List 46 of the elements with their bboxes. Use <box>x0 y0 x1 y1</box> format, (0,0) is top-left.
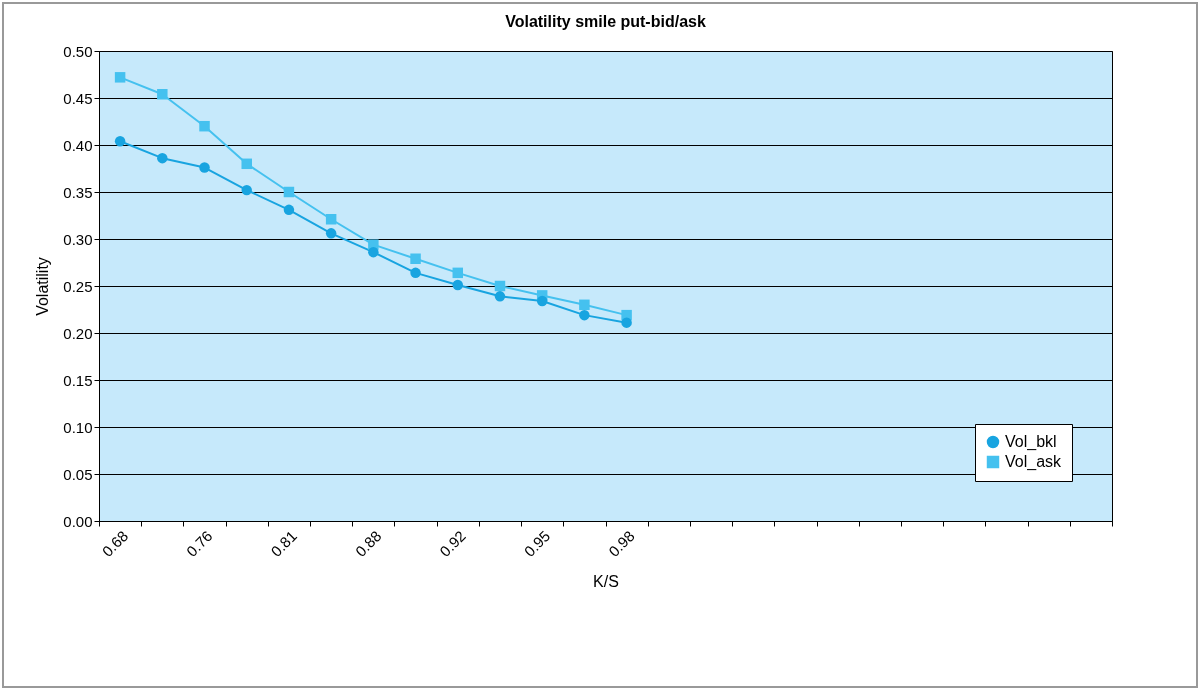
legend-label: Vol_ask <box>1005 453 1063 471</box>
y-tick-label: 0.40 <box>63 136 93 154</box>
point <box>199 162 210 173</box>
point <box>325 228 337 239</box>
point <box>241 158 252 170</box>
y-tick-label: 0.05 <box>63 465 93 483</box>
y-tick-label: 0.35 <box>63 183 93 201</box>
x-tick-label: 0.81 <box>267 527 301 560</box>
y-tick-label: 0.45 <box>63 89 93 107</box>
point <box>410 267 421 279</box>
x-tick-label: 0.68 <box>98 527 132 560</box>
point <box>157 152 168 164</box>
x-tick-label: 0.98 <box>605 527 638 560</box>
x-tick-label: 0.95 <box>520 527 554 560</box>
y-axis-title: Volatility <box>34 257 52 316</box>
y-tick-label: 0.20 <box>63 324 93 342</box>
point <box>368 246 379 258</box>
point <box>452 279 464 291</box>
y-tick-label: 0.25 <box>63 277 93 295</box>
legend-label: Vol_bkl <box>1005 433 1057 451</box>
point <box>114 136 126 147</box>
y-tick-label: 0.15 <box>63 371 93 389</box>
x-tick-label: 0.88 <box>351 527 385 560</box>
point <box>494 291 506 302</box>
y-tick-label: 0.10 <box>63 418 93 436</box>
point <box>621 317 632 328</box>
point <box>283 204 295 216</box>
y-tick-label: 0.30 <box>63 230 93 248</box>
point <box>536 295 548 307</box>
y-tick-label: 0.00 <box>63 512 93 530</box>
point <box>283 186 295 198</box>
chart-title: Volatility smile put-bid/ask <box>505 13 706 30</box>
point <box>494 280 506 292</box>
x-tick-label: 0.76 <box>182 527 216 560</box>
x-tick-label: 0.92 <box>436 527 469 560</box>
y-tick-label: 0.50 <box>63 42 93 60</box>
point <box>410 253 421 264</box>
point <box>325 214 337 225</box>
point <box>452 267 464 279</box>
point <box>579 299 590 311</box>
x-axis-title: K/S <box>593 572 619 590</box>
point <box>114 72 126 83</box>
point <box>157 89 168 100</box>
point <box>199 120 210 132</box>
point <box>579 309 590 321</box>
point <box>241 184 252 196</box>
